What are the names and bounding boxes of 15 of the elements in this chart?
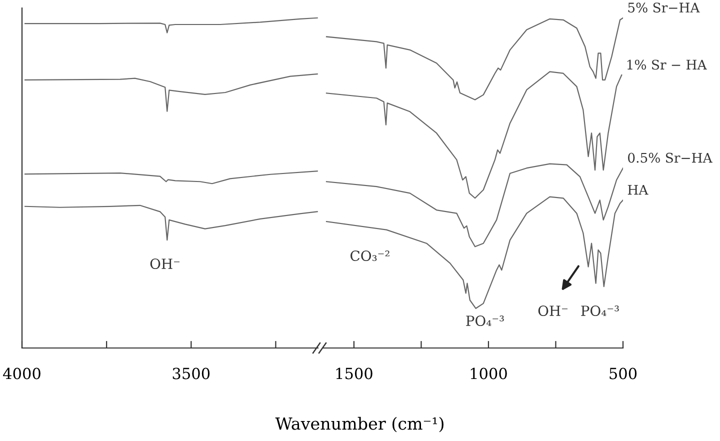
series-label: 5% Sr−HA <box>628 2 700 13</box>
series-label: 0.5% Sr−HA <box>628 152 712 163</box>
x-tick-label: 1500 <box>336 368 372 380</box>
x-tick-label: 500 <box>610 368 637 380</box>
series-label: 1% Sr − HA <box>627 60 707 70</box>
annotation: OH⁻ <box>150 258 180 270</box>
x-tick-label: 1000 <box>470 368 507 380</box>
x-tick-label: 4000 <box>3 368 40 380</box>
series-label: HA <box>628 184 648 195</box>
x-tick-label: 3500 <box>172 368 210 380</box>
annotation: PO₄⁻³ <box>581 306 619 316</box>
annotation: PO₄⁻³ <box>466 316 504 326</box>
annotation: OH⁻ <box>538 306 568 316</box>
annotation: CO₃⁻² <box>350 250 390 262</box>
x-axis-title: Wavenumber (cm⁻¹) <box>275 416 444 432</box>
